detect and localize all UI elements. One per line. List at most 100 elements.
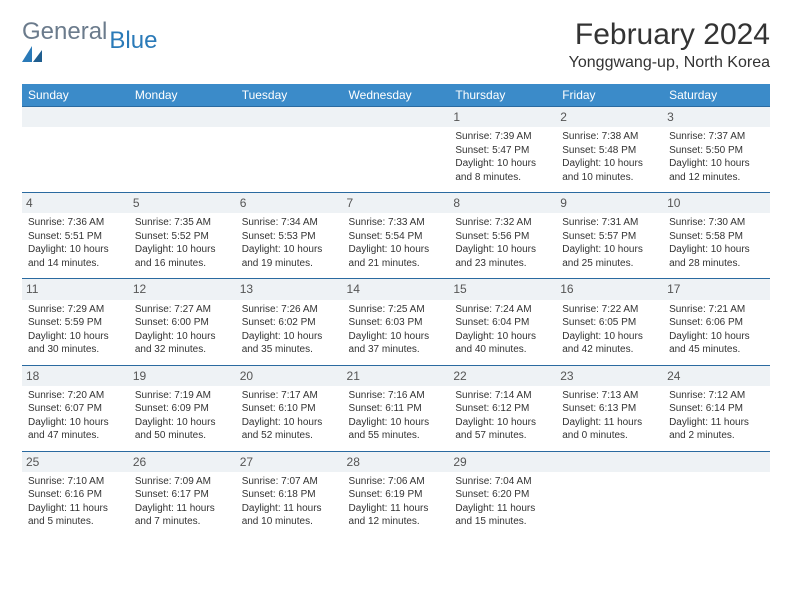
calendar-cell xyxy=(22,107,129,193)
calendar-cell: 28 Sunrise: 7:06 AMSunset: 6:19 PMDayligh… xyxy=(343,451,450,537)
calendar-cell: 17Sunrise: 7:21 AMSunset: 6:06 PMDayligh… xyxy=(663,279,770,365)
title-block: February 2024 Yonggwang-up, North Korea xyxy=(569,18,770,72)
day-number: 29 xyxy=(449,452,556,472)
sunrise-text: Sunrise: 7:30 AM xyxy=(669,216,764,230)
daylight-text: Daylight: 11 hours and 0 minutes. xyxy=(562,416,657,443)
day-header: Thursday xyxy=(449,84,556,107)
sunrise-text: Sunrise: 7:06 AM xyxy=(349,475,444,489)
sunrise-text: Sunrise: 7:17 AM xyxy=(242,389,337,403)
month-title: February 2024 xyxy=(569,18,770,52)
calendar-row: 4Sunrise: 7:36 AMSunset: 5:51 PMDaylight… xyxy=(22,193,770,279)
sunset-text: Sunset: 6:11 PM xyxy=(349,402,444,416)
sunrise-text: Sunrise: 7:33 AM xyxy=(349,216,444,230)
sunrise-text: Sunrise: 7:35 AM xyxy=(135,216,230,230)
daylight-text: Daylight: 11 hours and 12 minutes. xyxy=(349,502,444,529)
day-header: Wednesday xyxy=(343,84,450,107)
day-number: 8 xyxy=(449,193,556,213)
day-header: Saturday xyxy=(663,84,770,107)
daylight-text: Daylight: 10 hours and 10 minutes. xyxy=(562,157,657,184)
calendar-cell: 27Sunrise: 7:07 AMSunset: 6:18 PMDayligh… xyxy=(236,451,343,537)
sunset-text: Sunset: 6:16 PM xyxy=(28,488,123,502)
sunset-text: Sunset: 5:54 PM xyxy=(349,230,444,244)
calendar-cell: 25Sunrise: 7:10 AMSunset: 6:16 PMDayligh… xyxy=(22,451,129,537)
daylight-text: Daylight: 10 hours and 45 minutes. xyxy=(669,330,764,357)
sunrise-text: Sunrise: 7:29 AM xyxy=(28,303,123,317)
sunrise-text: Sunrise: 7:21 AM xyxy=(669,303,764,317)
calendar-row: 25Sunrise: 7:10 AMSunset: 6:16 PMDayligh… xyxy=(22,451,770,537)
sunrise-text: Sunrise: 7:36 AM xyxy=(28,216,123,230)
daylight-text: Daylight: 10 hours and 16 minutes. xyxy=(135,243,230,270)
logo-text: General xyxy=(22,18,107,64)
sunrise-text: Sunrise: 7:14 AM xyxy=(455,389,550,403)
day-number: 7 xyxy=(343,193,450,213)
daylight-text: Daylight: 11 hours and 2 minutes. xyxy=(669,416,764,443)
calendar-cell: 11Sunrise: 7:29 AMSunset: 5:59 PMDayligh… xyxy=(22,279,129,365)
calendar-cell: 22Sunrise: 7:14 AMSunset: 6:12 PMDayligh… xyxy=(449,365,556,451)
calendar-cell: 8Sunrise: 7:32 AMSunset: 5:56 PMDaylight… xyxy=(449,193,556,279)
calendar-cell: 7 Sunrise: 7:33 AMSunset: 5:54 PMDaylight… xyxy=(343,193,450,279)
logo: General Blue xyxy=(22,18,157,64)
calendar-cell: 12Sunrise: 7:27 AMSunset: 6:00 PMDayligh… xyxy=(129,279,236,365)
daylight-text: Daylight: 10 hours and 50 minutes. xyxy=(135,416,230,443)
calendar-cell xyxy=(663,451,770,537)
calendar-row: 1Sunrise: 7:39 AMSunset: 5:47 PMDaylight… xyxy=(22,107,770,193)
sunrise-text: Sunrise: 7:19 AM xyxy=(135,389,230,403)
sunset-text: Sunset: 6:05 PM xyxy=(562,316,657,330)
sunrise-text: Sunrise: 7:20 AM xyxy=(28,389,123,403)
sunrise-text: Sunrise: 7:31 AM xyxy=(562,216,657,230)
day-number: 19 xyxy=(129,366,236,386)
sunset-text: Sunset: 6:20 PM xyxy=(455,488,550,502)
sunrise-text: Sunrise: 7:39 AM xyxy=(455,130,550,144)
daylight-text: Daylight: 10 hours and 14 minutes. xyxy=(28,243,123,270)
calendar-cell xyxy=(236,107,343,193)
sunset-text: Sunset: 6:02 PM xyxy=(242,316,337,330)
day-number: 22 xyxy=(449,366,556,386)
daylight-text: Daylight: 10 hours and 57 minutes. xyxy=(455,416,550,443)
sunset-text: Sunset: 6:07 PM xyxy=(28,402,123,416)
daylight-text: Daylight: 10 hours and 42 minutes. xyxy=(562,330,657,357)
day-number xyxy=(343,107,450,127)
day-number: 18 xyxy=(22,366,129,386)
daylight-text: Daylight: 10 hours and 40 minutes. xyxy=(455,330,550,357)
day-number: 16 xyxy=(556,279,663,299)
daylight-text: Daylight: 10 hours and 23 minutes. xyxy=(455,243,550,270)
daylight-text: Daylight: 10 hours and 25 minutes. xyxy=(562,243,657,270)
calendar-body: 1Sunrise: 7:39 AMSunset: 5:47 PMDaylight… xyxy=(22,107,770,537)
sunset-text: Sunset: 5:47 PM xyxy=(455,144,550,158)
sunrise-text: Sunrise: 7:27 AM xyxy=(135,303,230,317)
day-number: 28 xyxy=(343,452,450,472)
calendar-cell xyxy=(556,451,663,537)
sunset-text: Sunset: 6:17 PM xyxy=(135,488,230,502)
day-number xyxy=(236,107,343,127)
daylight-text: Daylight: 10 hours and 12 minutes. xyxy=(669,157,764,184)
day-number: 21 xyxy=(343,366,450,386)
sunset-text: Sunset: 6:19 PM xyxy=(349,488,444,502)
calendar-cell: 26Sunrise: 7:09 AMSunset: 6:17 PMDayligh… xyxy=(129,451,236,537)
daylight-text: Daylight: 11 hours and 5 minutes. xyxy=(28,502,123,529)
daylight-text: Daylight: 10 hours and 21 minutes. xyxy=(349,243,444,270)
sunset-text: Sunset: 6:13 PM xyxy=(562,402,657,416)
day-number xyxy=(22,107,129,127)
daylight-text: Daylight: 10 hours and 55 minutes. xyxy=(349,416,444,443)
calendar-cell: 15Sunrise: 7:24 AMSunset: 6:04 PMDayligh… xyxy=(449,279,556,365)
calendar-cell xyxy=(129,107,236,193)
day-number: 27 xyxy=(236,452,343,472)
calendar-cell xyxy=(343,107,450,193)
sunset-text: Sunset: 6:04 PM xyxy=(455,316,550,330)
sunrise-text: Sunrise: 7:26 AM xyxy=(242,303,337,317)
sunset-text: Sunset: 5:58 PM xyxy=(669,230,764,244)
calendar-cell: 10Sunrise: 7:30 AMSunset: 5:58 PMDayligh… xyxy=(663,193,770,279)
day-number: 20 xyxy=(236,366,343,386)
day-number xyxy=(556,452,663,472)
sunset-text: Sunset: 5:48 PM xyxy=(562,144,657,158)
sunset-text: Sunset: 5:59 PM xyxy=(28,316,123,330)
day-number xyxy=(663,452,770,472)
calendar-row: 11Sunrise: 7:29 AMSunset: 5:59 PMDayligh… xyxy=(22,279,770,365)
sunrise-text: Sunrise: 7:22 AM xyxy=(562,303,657,317)
sunset-text: Sunset: 6:00 PM xyxy=(135,316,230,330)
sunrise-text: Sunrise: 7:34 AM xyxy=(242,216,337,230)
sunset-text: Sunset: 5:50 PM xyxy=(669,144,764,158)
day-number: 2 xyxy=(556,107,663,127)
calendar-cell: 5Sunrise: 7:35 AMSunset: 5:52 PMDaylight… xyxy=(129,193,236,279)
day-header: Tuesday xyxy=(236,84,343,107)
